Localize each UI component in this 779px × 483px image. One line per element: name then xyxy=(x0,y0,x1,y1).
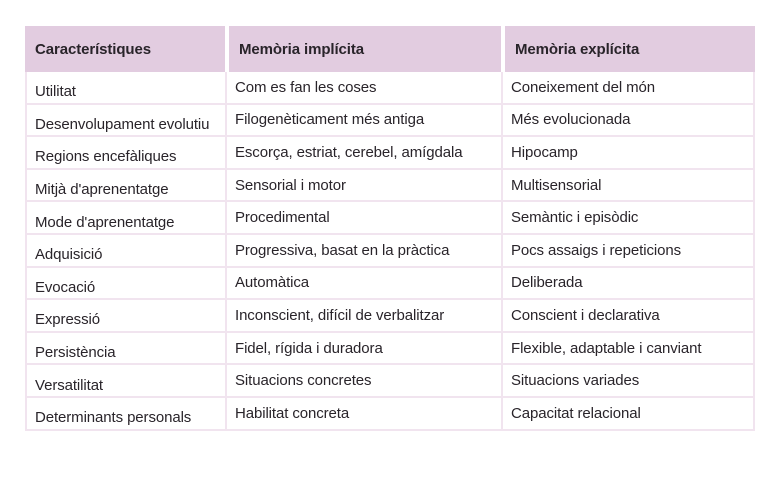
table-row: Utilitat Com es fan les coses Coneixemen… xyxy=(25,72,755,105)
cell-memoria-implicita: Filogenèticament més antiga xyxy=(225,104,501,138)
row-label: Desenvolupament evolutiu xyxy=(25,104,225,138)
row-label: Regions encefàliques xyxy=(25,137,225,170)
cell-memoria-explicita: Deliberada xyxy=(501,267,755,301)
row-label: Versatilitat xyxy=(25,365,225,398)
row-label: Evocació xyxy=(25,267,225,301)
header-row: Característiques Memòria implícita Memòr… xyxy=(25,26,755,72)
cell-memoria-explicita: Multisensorial xyxy=(501,169,755,203)
table-row: Desenvolupament evolutiu Filogenèticamen… xyxy=(25,104,755,138)
row-label: Expressió xyxy=(25,300,225,333)
row-label: Determinants personals xyxy=(25,397,225,431)
cell-memoria-implicita: Sensorial i motor xyxy=(225,169,501,203)
cell-memoria-implicita: Inconscient, difícil de verbalitzar xyxy=(225,300,501,333)
cell-memoria-explicita: Capacitat relacional xyxy=(501,397,755,431)
row-label: Persistència xyxy=(25,332,225,366)
cell-memoria-explicita: Coneixement del món xyxy=(501,72,755,105)
cell-memoria-explicita: Flexible, adaptable i canviant xyxy=(501,332,755,366)
table-row: Persistència Fidel, rígida i duradora Fl… xyxy=(25,332,755,366)
cell-memoria-implicita: Procedimental xyxy=(225,202,501,235)
cell-memoria-explicita: Més evolucionada xyxy=(501,104,755,138)
cell-memoria-implicita: Fidel, rígida i duradora xyxy=(225,332,501,366)
cell-memoria-implicita: Progressiva, basat en la pràctica xyxy=(225,234,501,268)
cell-memoria-implicita: Habilitat concreta xyxy=(225,397,501,431)
cell-memoria-explicita: Hipocamp xyxy=(501,137,755,170)
row-label: Adquisició xyxy=(25,234,225,268)
table-row: Mitjà d'aprenentatge Sensorial i motor M… xyxy=(25,169,755,203)
cell-memoria-implicita: Com es fan les coses xyxy=(225,72,501,105)
row-label: Utilitat xyxy=(25,72,225,105)
cell-memoria-implicita: Automàtica xyxy=(225,267,501,301)
table-row: Evocació Automàtica Deliberada xyxy=(25,267,755,301)
memory-comparison-table: Característiques Memòria implícita Memòr… xyxy=(25,26,755,431)
column-header-memoria-explicita: Memòria explícita xyxy=(501,26,755,72)
table-row: Versatilitat Situacions concretes Situac… xyxy=(25,365,755,398)
cell-memoria-explicita: Conscient i declarativa xyxy=(501,300,755,333)
row-label: Mode d'aprenentatge xyxy=(25,202,225,235)
cell-memoria-implicita: Escorça, estriat, cerebel, amígdala xyxy=(225,137,501,170)
column-header-caracteristiques: Característiques xyxy=(25,26,225,72)
cell-memoria-explicita: Semàntic i episòdic xyxy=(501,202,755,235)
table-row: Regions encefàliques Escorça, estriat, c… xyxy=(25,137,755,170)
table-row: Expressió Inconscient, difícil de verbal… xyxy=(25,300,755,333)
cell-memoria-implicita: Situacions concretes xyxy=(225,365,501,398)
table-row: Adquisició Progressiva, basat en la pràc… xyxy=(25,234,755,268)
cell-memoria-explicita: Pocs assaigs i repeticions xyxy=(501,234,755,268)
cell-memoria-explicita: Situacions variades xyxy=(501,365,755,398)
table-row: Determinants personals Habilitat concret… xyxy=(25,397,755,431)
row-label: Mitjà d'aprenentatge xyxy=(25,169,225,203)
column-header-memoria-implicita: Memòria implícita xyxy=(225,26,501,72)
table-row: Mode d'aprenentatge Procedimental Semànt… xyxy=(25,202,755,235)
